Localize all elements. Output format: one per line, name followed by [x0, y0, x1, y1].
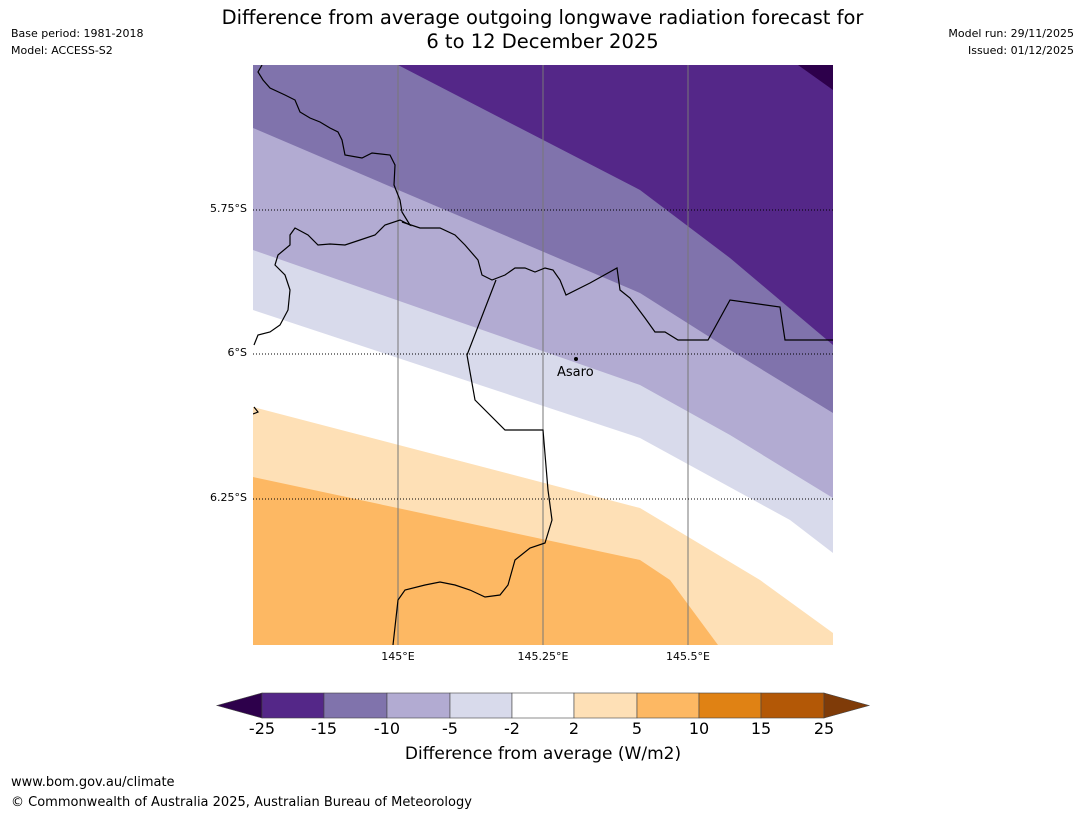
colorbar-bin-2-5: [573, 692, 638, 719]
province-boundaries: [253, 65, 833, 645]
boundary-south: [392, 279, 553, 645]
colorbar-tick-label: 10: [688, 719, 710, 738]
lat-label-6-25s: 6.25°S: [210, 491, 247, 504]
colorbar-bin-minus2-2: [511, 692, 575, 719]
colorbar-over-arrow: [823, 692, 871, 719]
colorbar-bin-minus5-minus2: [449, 692, 513, 719]
boundary-central: [401, 221, 833, 341]
colorbar: [215, 692, 871, 719]
lon-label-145-25e: 145.25°E: [517, 650, 569, 663]
colorbar-tick-label: -10: [373, 719, 401, 738]
lat-label-6s: 6°S: [227, 346, 247, 359]
title-line-1: Difference from average outgoing longwav…: [221, 6, 864, 29]
colorbar-bin-minus25-minus15: [261, 692, 325, 719]
colorbar-bin-15-25: [760, 692, 825, 719]
colorbar-tick-label: 25: [813, 719, 835, 738]
colorbar-tick-label: 15: [750, 719, 772, 738]
boundary-fragment-west: [253, 406, 259, 415]
lon-label-145e: 145°E: [381, 650, 415, 663]
colorbar-bin-10-15: [698, 692, 762, 719]
footer-copyright: © Commonwealth of Australia 2025, Austra…: [11, 795, 472, 810]
base-period-text: Base period: 1981-2018: [11, 27, 144, 40]
colorbar-tick-label: -25: [248, 719, 276, 738]
issued-text: Issued: 01/12/2025: [967, 44, 1074, 57]
title-line-2: 6 to 12 December 2025: [426, 30, 659, 53]
colorbar-bin-5-10: [636, 692, 700, 719]
metadata-left: Base period: 1981-2018 Model: ACCESS-S2: [11, 25, 143, 59]
graticule: [253, 65, 833, 645]
colorbar-bin-minus10-minus5: [386, 692, 451, 719]
place-label-asaro: Asaro: [557, 365, 594, 380]
colorbar-tick-label: -5: [442, 719, 458, 738]
colorbar-tick-label: 5: [631, 719, 643, 738]
colorbar-title: Difference from average (W/m2): [404, 744, 682, 764]
colorbar-tick-label: -2: [504, 719, 520, 738]
colorbar-under-arrow: [215, 692, 263, 719]
band-minus-15: [398, 65, 833, 345]
footer-url: www.bom.gov.au/climate: [11, 775, 175, 790]
metadata-right: Model run: 29/11/2025 Issued: 01/12/2025: [948, 25, 1074, 59]
map-title: Difference from average outgoing longwav…: [0, 6, 1085, 54]
band-minus-25: [798, 65, 833, 90]
lon-label-145-5e: 145.5°E: [666, 650, 710, 663]
band-plus-5: [253, 477, 718, 645]
colorbar-tick-label: 2: [568, 719, 580, 738]
asaro-location-marker: [574, 357, 578, 361]
model-run-text: Model run: 29/11/2025: [948, 27, 1074, 40]
colorbar-bin-minus15-minus10: [323, 692, 388, 719]
lat-label-5-75s: 5.75°S: [210, 202, 247, 215]
colorbar-tick-label: -15: [310, 719, 338, 738]
model-text: Model: ACCESS-S2: [11, 44, 113, 57]
